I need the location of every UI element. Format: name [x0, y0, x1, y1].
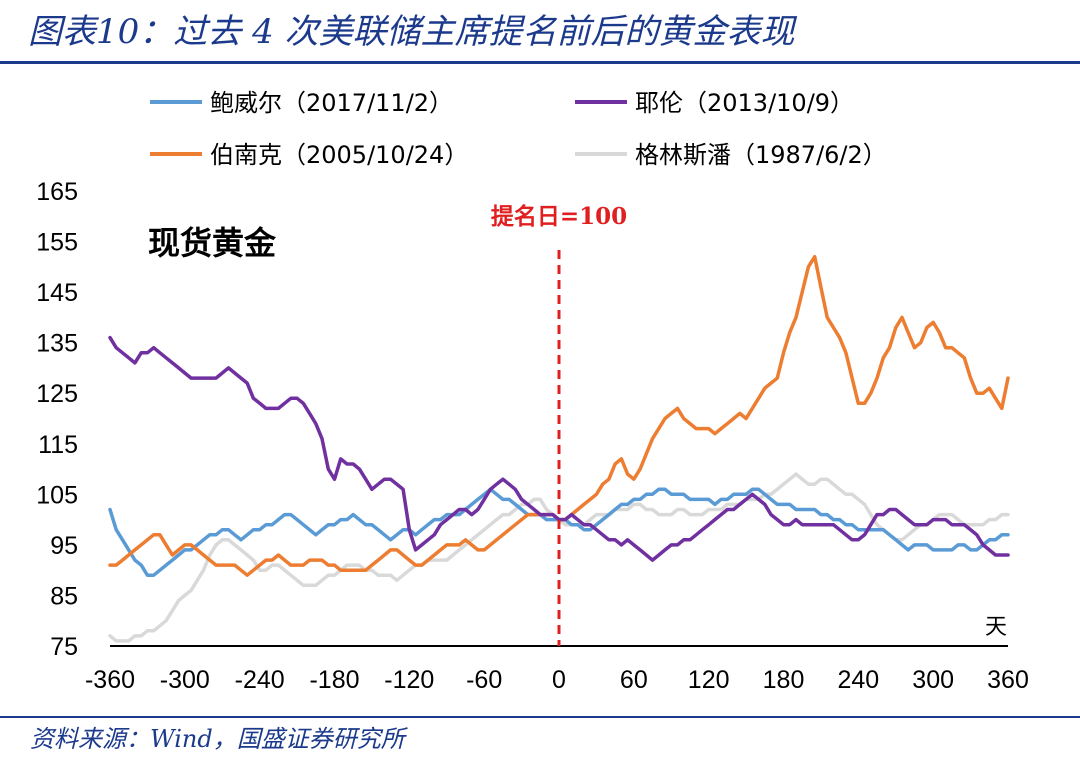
legend-label: 格林斯潘（1987/6/2）: [635, 141, 887, 169]
y-tick-label: 125: [36, 380, 78, 408]
y-tick-label: 145: [36, 279, 78, 307]
x-tick-label: 120: [688, 666, 730, 694]
x-axis-label: 天: [985, 614, 1007, 639]
y-tick-label: 95: [50, 532, 78, 560]
y-tick-label: 115: [38, 431, 78, 459]
x-axis: -360 -300 -240 -180 -120 -60 0 60 120 180 240 300 36…: [85, 666, 1029, 694]
y-axis: 75 85 95 105 115 125 135 145 155 165: [36, 178, 78, 661]
x-tick-label: 180: [763, 666, 805, 694]
y-tick-label: 165: [36, 178, 78, 206]
chart-inner-title: 现货黄金: [148, 224, 277, 262]
nomination-day-label: 提名日=100: [491, 203, 627, 230]
x-tick-label: -120: [384, 666, 434, 694]
x-tick-label: -60: [466, 666, 502, 694]
footer-rule: [0, 716, 1080, 718]
x-tick-label: -180: [309, 666, 359, 694]
y-tick-label: 135: [36, 330, 78, 358]
x-tick-label: -300: [160, 666, 210, 694]
legend-label: 鲍威尔（2017/11/2）: [210, 89, 453, 117]
x-tick-label: -240: [235, 666, 285, 694]
legend-label: 伯南克（2005/10/24）: [210, 141, 468, 169]
x-tick-label: 60: [620, 666, 648, 694]
series-line: [108, 335, 1010, 562]
x-tick-label: 360: [987, 666, 1029, 694]
x-tick-label: -360: [85, 666, 135, 694]
legend: 鲍威尔（2017/11/2） 耶伦（2013/10/9） 伯南克（2005/10/2…: [150, 89, 887, 169]
series-layer: [108, 254, 1010, 643]
x-tick-label: 0: [552, 666, 566, 694]
nomination-day-annotation: 提名日=100: [491, 203, 627, 646]
title-rule: [0, 61, 1080, 64]
y-tick-label: 105: [36, 481, 78, 509]
legend-label: 耶伦（2013/10/9）: [635, 89, 854, 117]
x-tick-label: 300: [912, 666, 954, 694]
figure-title: 图表10：过去 4 次美联储主席提名前后的黄金表现: [28, 12, 795, 52]
y-tick-label: 155: [36, 229, 78, 257]
gold-price-chart: 鲍威尔（2017/11/2） 耶伦（2013/10/9） 伯南克（2005/10/2…: [36, 89, 1029, 694]
source-note: 资料来源：Wind，国盛证券研究所: [30, 725, 405, 753]
y-tick-label: 85: [50, 582, 78, 610]
series-line: [108, 487, 1010, 577]
x-tick-label: 240: [837, 666, 879, 694]
y-tick-label: 75: [50, 633, 78, 661]
